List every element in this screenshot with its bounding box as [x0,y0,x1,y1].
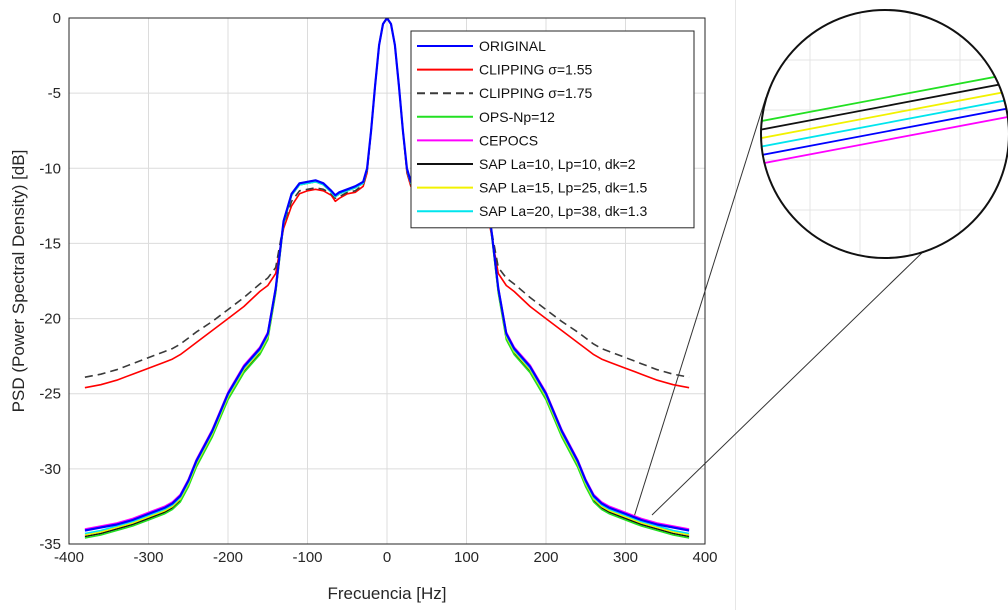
x-axis-title: Frecuencia [Hz] [327,584,446,603]
x-tick-label: 200 [533,549,558,566]
y-tick-label: 0 [53,10,61,27]
series-line-3 [84,18,690,539]
inset-circle [760,9,1008,259]
legend-label: SAP La=15, Lp=25, dk=1.5 [479,180,647,196]
y-tick-label: -10 [39,160,61,177]
x-tick-label: -200 [213,549,243,566]
legend-label: OPS-Np=12 [479,109,555,125]
y-tick-label: -20 [39,311,61,328]
legend-label: CLIPPING σ=1.55 [479,62,593,78]
legend-box [410,30,695,229]
x-tick-label: -100 [292,549,322,566]
series-lines [84,18,690,539]
zoom-connector-lines [633,96,963,518]
connector-line [633,96,767,518]
y-axis-title: PSD (Power Spectral Density) [dB] [9,150,28,413]
x-tick-label: 400 [692,549,717,566]
connector-line [651,213,963,516]
legend-label: SAP La=10, Lp=10, dk=2 [479,156,636,172]
x-tick-label: 0 [383,549,391,566]
y-tick-label: -25 [39,386,61,403]
y-tick-label: -35 [39,536,61,553]
panel-divider [735,0,736,610]
x-tick-label: -300 [133,549,163,566]
tick-labels: -400 -300 -200 -100 0 100 200 300 400 0 -5 -10 -15 -2… [39,10,717,566]
inset-series-line-5 [761,10,1008,140]
series-line-0 [84,18,690,532]
legend: ORIGINAL CLIPPING σ=1.55 CLIPPING σ=1.75 OP… [410,30,695,229]
y-tick-label: -5 [48,85,61,102]
x-tick-label: -400 [54,549,84,566]
y-tick-label: -15 [39,235,61,252]
inset-series-line-6 [761,10,1008,148]
zoom-inset [760,9,1008,259]
legend-label: CEPOCS [479,132,538,148]
x-tick-label: 100 [454,549,479,566]
series-line-1 [84,18,690,389]
y-tick-label: -30 [39,461,61,478]
inset-series-line-4 [761,43,1008,174]
series-line-2 [84,18,690,378]
plot-frame [68,17,706,545]
x-tick-label: 300 [613,549,638,566]
inset-series-line-0 [761,35,1008,165]
legend-label: SAP La=20, Lp=38, dk=1.3 [479,203,647,219]
inset-series-line-3 [761,10,1008,131]
legend-label: CLIPPING σ=1.75 [479,85,593,101]
legend-label: ORIGINAL [479,38,546,54]
inset-series-line-7 [761,18,1008,157]
